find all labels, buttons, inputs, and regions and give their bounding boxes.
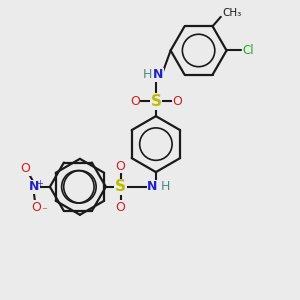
Text: O: O [20,162,30,175]
Text: O: O [172,95,182,108]
Text: N: N [147,180,158,193]
Text: +: + [36,179,43,188]
Text: O: O [116,201,125,214]
Text: H: H [160,180,170,193]
Text: O: O [116,160,125,173]
Text: N: N [28,180,39,193]
Text: S: S [150,94,161,109]
Text: N: N [153,68,164,81]
Text: Cl: Cl [242,44,254,57]
Text: S: S [115,179,126,194]
Text: ⁻: ⁻ [41,206,47,216]
Text: CH₃: CH₃ [222,8,242,18]
Text: H: H [143,68,152,81]
Text: O: O [130,95,140,108]
Text: O: O [31,201,41,214]
